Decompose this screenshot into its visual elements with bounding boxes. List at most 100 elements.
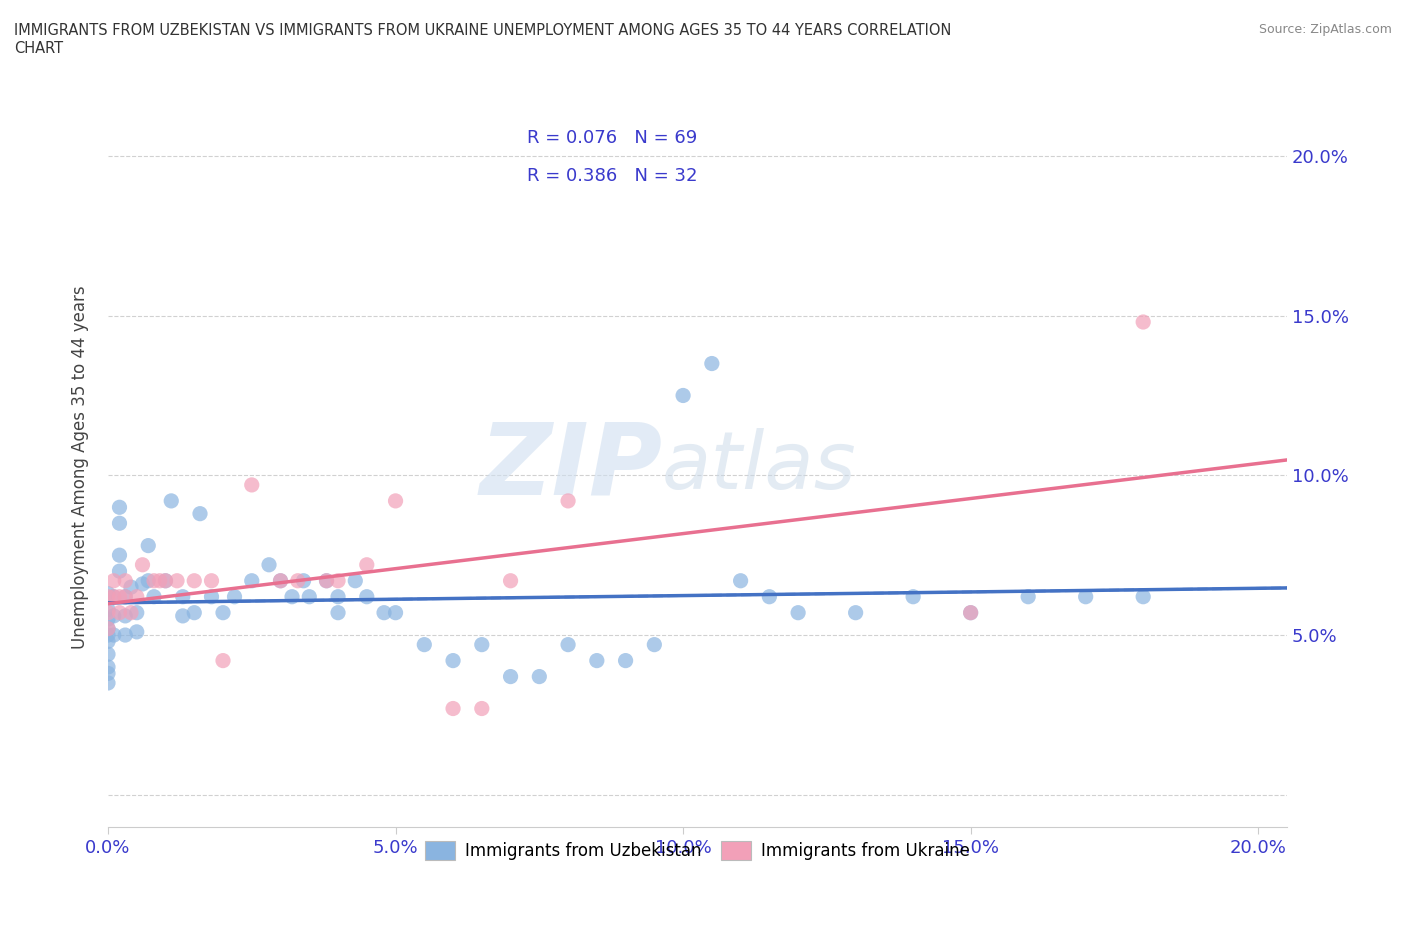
Text: R = 0.076   N = 69: R = 0.076 N = 69 — [526, 129, 697, 147]
Point — [131, 557, 153, 572]
Point — [1074, 590, 1097, 604]
Point — [125, 624, 148, 639]
Point — [959, 605, 981, 620]
Point — [143, 590, 166, 604]
Text: R = 0.386   N = 32: R = 0.386 N = 32 — [526, 167, 697, 185]
Point — [108, 590, 131, 604]
Point — [1017, 590, 1039, 604]
Point — [373, 605, 395, 620]
Point — [901, 590, 924, 604]
Point — [499, 573, 522, 588]
Text: Source: ZipAtlas.com: Source: ZipAtlas.com — [1258, 23, 1392, 36]
Point — [1132, 314, 1154, 329]
Point — [529, 670, 551, 684]
Point — [103, 573, 125, 588]
Point — [97, 602, 120, 617]
Point — [212, 605, 235, 620]
Point — [188, 506, 211, 521]
Point — [384, 494, 406, 509]
Y-axis label: Unemployment Among Ages 35 to 44 years: Unemployment Among Ages 35 to 44 years — [72, 286, 89, 649]
Point — [257, 557, 280, 572]
Point — [287, 573, 309, 588]
Point — [557, 494, 579, 509]
Point — [298, 590, 321, 604]
Point — [97, 586, 120, 601]
Point — [114, 590, 136, 604]
Point — [959, 605, 981, 620]
Point — [845, 605, 868, 620]
Point — [326, 605, 349, 620]
Point — [384, 605, 406, 620]
Point — [97, 646, 120, 661]
Point — [97, 621, 120, 636]
Point — [136, 538, 159, 553]
Point — [103, 590, 125, 604]
Point — [120, 605, 142, 620]
Point — [143, 573, 166, 588]
Text: IMMIGRANTS FROM UZBEKISTAN VS IMMIGRANTS FROM UKRAINE UNEMPLOYMENT AMONG AGES 35: IMMIGRANTS FROM UZBEKISTAN VS IMMIGRANTS… — [14, 23, 952, 56]
Point — [441, 701, 464, 716]
Point — [356, 557, 378, 572]
Point — [97, 675, 120, 690]
Point — [172, 608, 194, 623]
Point — [97, 628, 120, 643]
Point — [183, 573, 205, 588]
Point — [240, 573, 263, 588]
Point — [281, 590, 304, 604]
Point — [97, 612, 120, 627]
Point — [131, 577, 153, 591]
Point — [672, 388, 695, 403]
Point — [108, 516, 131, 531]
Point — [614, 653, 637, 668]
Point — [97, 621, 120, 636]
Point — [103, 628, 125, 643]
Point — [326, 590, 349, 604]
Point — [160, 494, 183, 509]
Text: atlas: atlas — [662, 429, 856, 506]
Point — [97, 605, 120, 620]
Point — [344, 573, 367, 588]
Point — [471, 637, 494, 652]
Point — [413, 637, 436, 652]
Point — [97, 659, 120, 674]
Text: ZIP: ZIP — [479, 418, 662, 516]
Point — [155, 573, 177, 588]
Point — [97, 634, 120, 649]
Point — [114, 628, 136, 643]
Point — [125, 590, 148, 604]
Point — [136, 573, 159, 588]
Point — [114, 608, 136, 623]
Point — [155, 573, 177, 588]
Point — [643, 637, 665, 652]
Point — [787, 605, 810, 620]
Point — [212, 653, 235, 668]
Point — [114, 590, 136, 604]
Point — [1132, 590, 1154, 604]
Point — [108, 564, 131, 578]
Legend: Immigrants from Uzbekistan, Immigrants from Ukraine: Immigrants from Uzbekistan, Immigrants f… — [416, 832, 979, 869]
Point — [149, 573, 172, 588]
Point — [172, 590, 194, 604]
Point — [108, 548, 131, 563]
Point — [200, 573, 222, 588]
Point — [700, 356, 723, 371]
Point — [108, 499, 131, 514]
Point — [125, 605, 148, 620]
Point — [120, 579, 142, 594]
Point — [471, 701, 494, 716]
Point — [103, 590, 125, 604]
Point — [441, 653, 464, 668]
Point — [270, 573, 292, 588]
Point — [758, 590, 780, 604]
Point — [499, 670, 522, 684]
Point — [200, 590, 222, 604]
Point — [183, 605, 205, 620]
Point — [240, 477, 263, 492]
Point — [557, 637, 579, 652]
Point — [270, 573, 292, 588]
Point — [97, 590, 120, 604]
Point — [326, 573, 349, 588]
Point — [224, 590, 246, 604]
Point — [356, 590, 378, 604]
Point — [108, 605, 131, 620]
